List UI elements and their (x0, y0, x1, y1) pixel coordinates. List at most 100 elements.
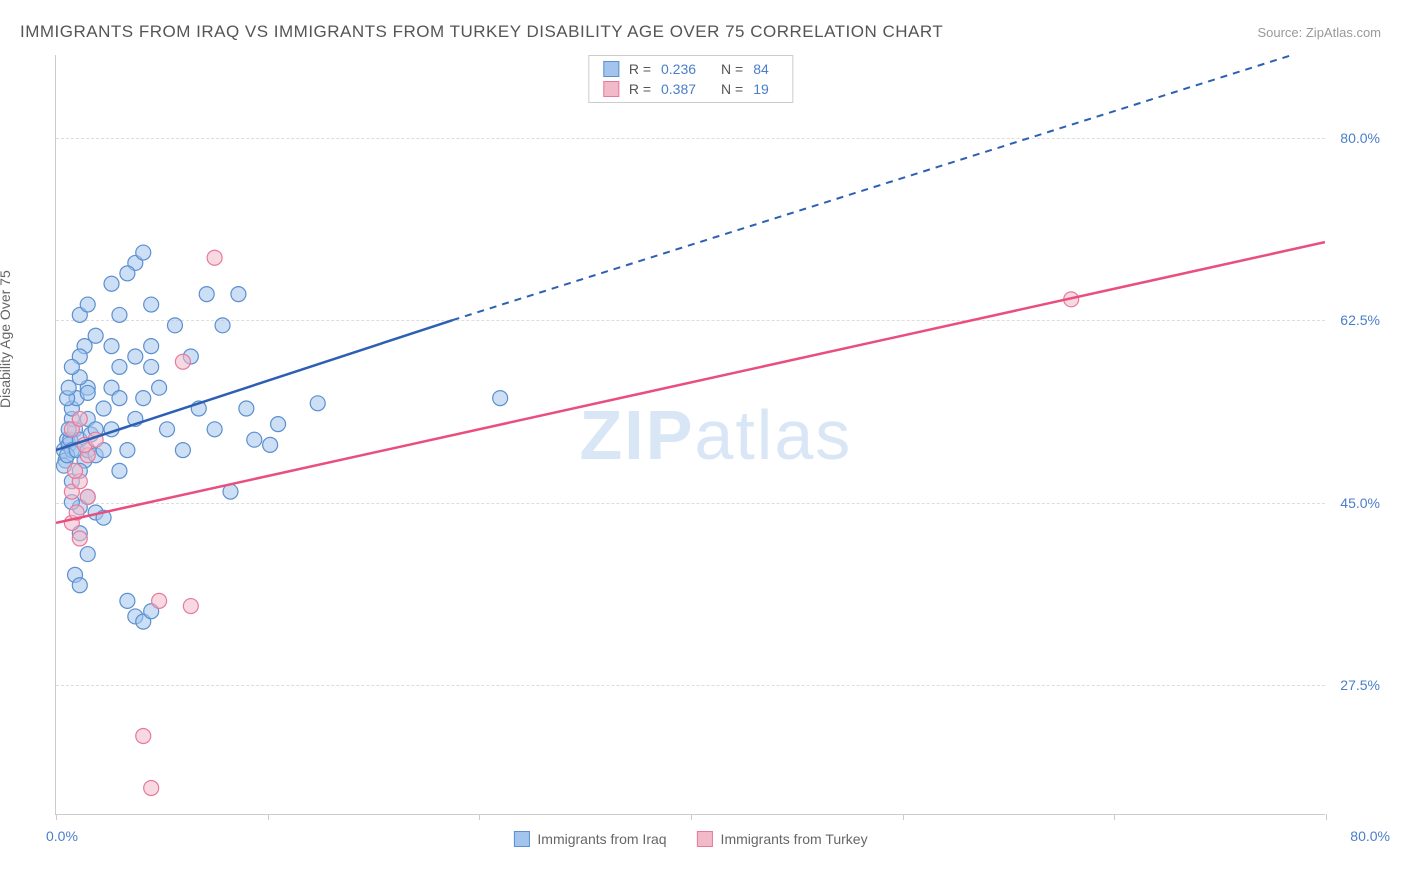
scatter-point (112, 463, 127, 478)
legend-n-value: 84 (753, 61, 778, 77)
scatter-point (69, 443, 84, 458)
legend-swatch (513, 831, 529, 847)
y-tick-label: 80.0% (1340, 130, 1380, 146)
scatter-point (56, 458, 71, 473)
scatter-point (88, 505, 103, 520)
scatter-point (136, 614, 151, 629)
scatter-point (199, 287, 214, 302)
legend-r-label: R = (629, 61, 651, 77)
scatter-point (77, 339, 92, 354)
scatter-point (80, 385, 95, 400)
watermark: ZIPatlas (579, 395, 852, 475)
scatter-point (64, 443, 79, 458)
scatter-point (239, 401, 254, 416)
scatter-point (128, 349, 143, 364)
legend-n-label: N = (721, 81, 743, 97)
scatter-point (60, 448, 75, 463)
scatter-point (72, 526, 87, 541)
scatter-point (88, 432, 103, 447)
scatter-point (96, 443, 111, 458)
scatter-point (207, 422, 222, 437)
x-tick (56, 814, 57, 820)
scatter-point (120, 266, 135, 281)
scatter-point (223, 484, 238, 499)
scatter-point (144, 781, 159, 796)
scatter-point (136, 729, 151, 744)
scatter-point (72, 578, 87, 593)
scatter-point (72, 531, 87, 546)
grid-line (56, 685, 1325, 686)
scatter-point (104, 380, 119, 395)
scatter-point (80, 448, 95, 463)
scatter-point (72, 474, 87, 489)
scatter-point (271, 417, 286, 432)
scatter-point (77, 437, 92, 452)
scatter-point (96, 510, 111, 525)
legend-series-label: Immigrants from Iraq (537, 831, 666, 847)
scatter-point (207, 250, 222, 265)
scatter-point (128, 609, 143, 624)
trend-line (56, 242, 1325, 523)
scatter-point (68, 422, 83, 437)
trend-line (56, 320, 453, 450)
scatter-point (144, 604, 159, 619)
grid-line (56, 138, 1325, 139)
x-tick (268, 814, 269, 820)
grid-line (56, 320, 1325, 321)
scatter-point (136, 245, 151, 260)
scatter-point (72, 349, 87, 364)
plot-area: ZIPatlas 27.5%45.0%62.5%80.0% R = 0.236 … (55, 55, 1325, 815)
legend-row: R = 0.387 N = 19 (589, 79, 792, 99)
scatter-point (493, 391, 508, 406)
scatter-point (104, 276, 119, 291)
scatter-point (80, 411, 95, 426)
legend-swatch (603, 81, 619, 97)
scatter-point (83, 427, 98, 442)
x-tick (691, 814, 692, 820)
scatter-point (128, 255, 143, 270)
scatter-svg (56, 55, 1325, 814)
legend-series: Immigrants from Iraq Immigrants from Tur… (513, 831, 867, 847)
scatter-point (88, 422, 103, 437)
scatter-point (144, 359, 159, 374)
scatter-point (63, 432, 78, 447)
legend-series-item: Immigrants from Iraq (513, 831, 666, 847)
scatter-point (152, 380, 167, 395)
y-tick-label: 62.5% (1340, 312, 1380, 328)
scatter-point (72, 463, 87, 478)
scatter-point (72, 370, 87, 385)
scatter-point (175, 443, 190, 458)
scatter-point (183, 599, 198, 614)
scatter-point (183, 349, 198, 364)
scatter-point (191, 401, 206, 416)
x-tick (903, 814, 904, 820)
scatter-point (247, 432, 262, 447)
legend-n-value: 19 (753, 81, 778, 97)
scatter-point (72, 432, 87, 447)
scatter-point (68, 567, 83, 582)
scatter-point (96, 401, 111, 416)
scatter-point (80, 443, 95, 458)
legend-correlation: R = 0.236 N = 84 R = 0.387 N = 19 (588, 55, 793, 103)
scatter-point (80, 297, 95, 312)
legend-series-item: Immigrants from Turkey (697, 831, 868, 847)
legend-r-value: 0.387 (661, 81, 711, 97)
chart-title: IMMIGRANTS FROM IRAQ VS IMMIGRANTS FROM … (20, 22, 943, 42)
x-axis-max-label: 80.0% (1350, 828, 1390, 844)
scatter-point (60, 432, 75, 447)
scatter-point (160, 422, 175, 437)
scatter-point (136, 391, 151, 406)
scatter-point (64, 359, 79, 374)
scatter-point (88, 328, 103, 343)
scatter-point (69, 391, 84, 406)
scatter-point (56, 443, 71, 458)
grid-line (56, 503, 1325, 504)
scatter-point (1064, 292, 1079, 307)
chart-container: IMMIGRANTS FROM IRAQ VS IMMIGRANTS FROM … (0, 0, 1406, 892)
scatter-point (120, 593, 135, 608)
scatter-point (104, 422, 119, 437)
scatter-point (64, 422, 79, 437)
scatter-point (72, 411, 87, 426)
scatter-point (61, 380, 76, 395)
scatter-point (64, 401, 79, 416)
